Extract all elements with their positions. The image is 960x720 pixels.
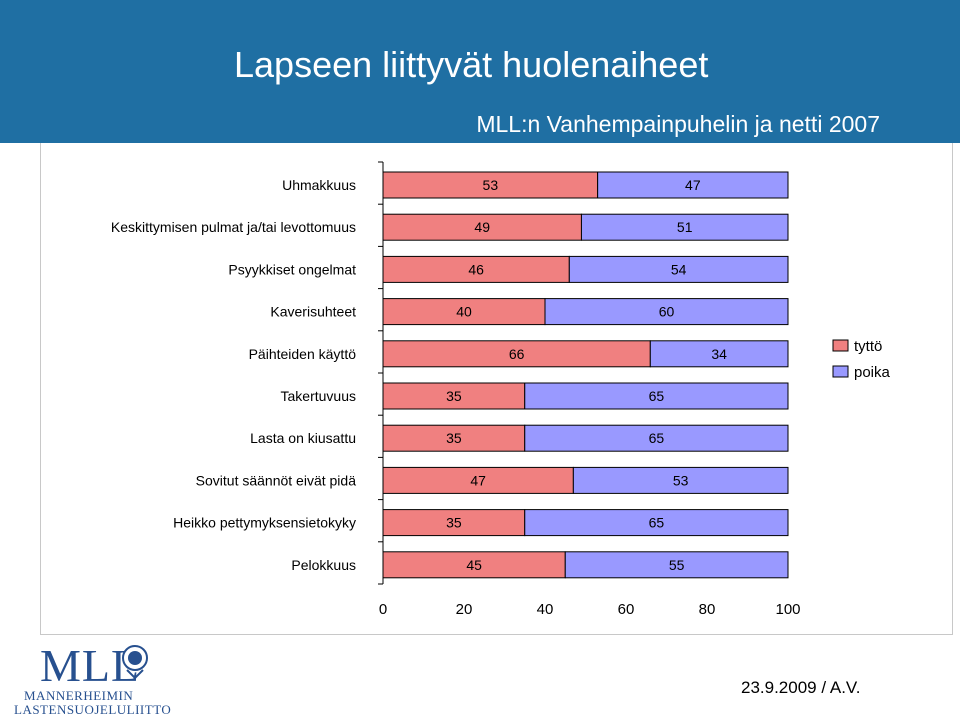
legend-label-poika: poika [854,364,891,381]
category-label: Kaverisuhteet [270,304,356,320]
x-tick-label: 0 [379,601,387,618]
legend-swatch-poika [832,365,849,378]
x-tick-label: 60 [618,601,635,618]
bar-segment-tytto [382,424,526,452]
logo-line2: LASTENSUOJELULIITTO [14,702,172,717]
bar-segment-poika [524,424,789,452]
data-label: 65 [649,515,665,531]
category-label: Pelokkuus [291,557,356,573]
data-label: 66 [509,346,525,362]
data-label: 45 [466,557,482,573]
data-label: 35 [446,388,462,404]
bar-segment-poika [597,171,789,199]
data-label: 55 [669,557,685,573]
data-label: 47 [470,472,486,488]
bar-segment-poika [649,340,789,368]
category-label: Uhmakkuus [282,177,356,193]
seal-icon [122,645,148,680]
bar-segment-poika [564,551,789,579]
x-tick-label: 80 [699,601,716,618]
data-label: 46 [468,261,484,277]
legend-swatch-tytto [832,339,849,352]
data-label: 60 [659,304,675,320]
category-label: Päihteiden käyttö [249,346,357,362]
data-label: 53 [483,177,499,193]
x-tick-label: 40 [537,601,554,618]
category-label: Lasta on kiusattu [250,430,356,446]
category-label: Psyykkiset ongelmat [228,261,356,277]
data-label: 65 [649,388,665,404]
date-footer: 23.9.2009 / A.V. [741,678,861,697]
x-tick-label: 100 [775,601,800,618]
logo-mark: MLL [40,640,141,691]
bar-segment-tytto [382,171,599,199]
bar-segment-poika [544,298,789,326]
category-label: Keskittymisen pulmat ja/tai levottomuus [111,219,356,235]
bar-segment-tytto [382,255,570,283]
data-label: 49 [474,219,490,235]
header-banner: Lapseen liittyvät huolenaiheet MLL:n Van… [0,0,960,143]
bar-segment-tytto [382,551,566,579]
logo-line1: MANNERHEIMIN [24,688,134,703]
data-label: 35 [446,515,462,531]
data-label: 40 [456,304,472,320]
data-label: 47 [685,177,701,193]
bar-segment-tytto [382,298,546,326]
data-label: 34 [711,346,727,362]
x-tick-label: 20 [456,601,473,618]
data-label: 51 [677,219,693,235]
chart-frame [40,143,953,635]
bar-segment-tytto [382,213,582,241]
bar-segment-tytto [382,466,574,494]
bar-segment-poika [524,509,789,537]
bar-segment-poika [568,255,789,283]
data-label: 35 [446,430,462,446]
page-title: Lapseen liittyvät huolenaiheet [234,44,709,85]
bar-segment-poika [572,466,789,494]
category-label: Heikko pettymyksensietokyky [173,515,356,531]
data-label: 54 [671,261,687,277]
legend-label-tytto: tyttö [854,338,882,355]
category-label: Takertuvuus [281,388,356,404]
bar-segment-poika [524,382,789,410]
category-label: Sovitut säännöt eivät pidä [196,472,357,488]
data-label: 53 [673,472,689,488]
page-subtitle: MLL:n Vanhempainpuhelin ja netti 2007 [476,111,880,137]
mll-logo: MLL MANNERHEIMIN LASTENSUOJELULIITTO [12,638,171,720]
data-label: 65 [649,430,665,446]
bar-segment-poika [580,213,789,241]
